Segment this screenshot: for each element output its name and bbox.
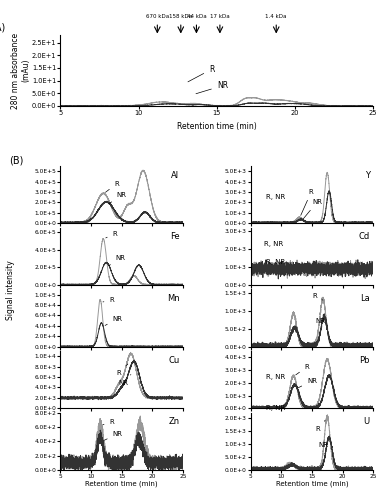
Text: Al: Al — [171, 170, 179, 179]
Text: NR: NR — [303, 200, 322, 219]
Text: R: R — [315, 420, 325, 432]
Text: R: R — [188, 64, 215, 82]
Text: Fe: Fe — [170, 232, 179, 241]
Text: Signal intensity: Signal intensity — [6, 260, 15, 320]
Text: La: La — [360, 294, 369, 303]
Text: NR: NR — [105, 316, 123, 326]
Text: Cd: Cd — [358, 232, 369, 241]
Text: NR: NR — [104, 430, 123, 440]
Text: (B): (B) — [9, 156, 23, 166]
Text: NR: NR — [315, 318, 325, 324]
X-axis label: Retention time (min): Retention time (min) — [177, 122, 257, 130]
Text: R: R — [103, 298, 114, 304]
Text: R, NR: R, NR — [266, 374, 285, 380]
Text: NR: NR — [196, 81, 228, 94]
Text: R: R — [312, 294, 323, 300]
Text: Mn: Mn — [167, 294, 179, 303]
Text: NR: NR — [318, 442, 328, 448]
Text: NR: NR — [109, 192, 127, 204]
Text: Zn: Zn — [168, 418, 179, 426]
Text: 44 kDa: 44 kDa — [187, 14, 206, 20]
Text: Pb: Pb — [359, 356, 369, 364]
Text: NR: NR — [298, 378, 317, 388]
Text: R: R — [103, 418, 114, 425]
X-axis label: Retention time (min): Retention time (min) — [85, 480, 158, 487]
Text: R: R — [106, 230, 117, 238]
Text: R: R — [301, 189, 314, 216]
X-axis label: Retention time (min): Retention time (min) — [276, 480, 348, 487]
Y-axis label: 280 nm absorbance
(mAu): 280 nm absorbance (mAu) — [11, 32, 30, 108]
Text: (A): (A) — [0, 22, 6, 32]
Text: R, NR: R, NR — [266, 405, 285, 411]
Text: Y: Y — [365, 170, 369, 179]
Text: R: R — [117, 364, 128, 376]
Text: R, NR: R, NR — [266, 194, 285, 200]
Text: 1.4 kDa: 1.4 kDa — [265, 14, 287, 20]
Text: 17 kDa: 17 kDa — [210, 14, 230, 20]
Text: U: U — [363, 418, 369, 426]
Text: 670 kDa: 670 kDa — [146, 14, 169, 20]
Text: R: R — [106, 180, 119, 192]
Text: NR: NR — [119, 374, 131, 386]
Text: R, NR: R, NR — [266, 260, 285, 266]
Text: R, NR: R, NR — [264, 240, 283, 246]
Text: 158 kDa: 158 kDa — [169, 14, 192, 20]
Text: NR: NR — [109, 255, 126, 266]
Text: Cu: Cu — [168, 356, 179, 364]
Text: R: R — [296, 364, 309, 375]
